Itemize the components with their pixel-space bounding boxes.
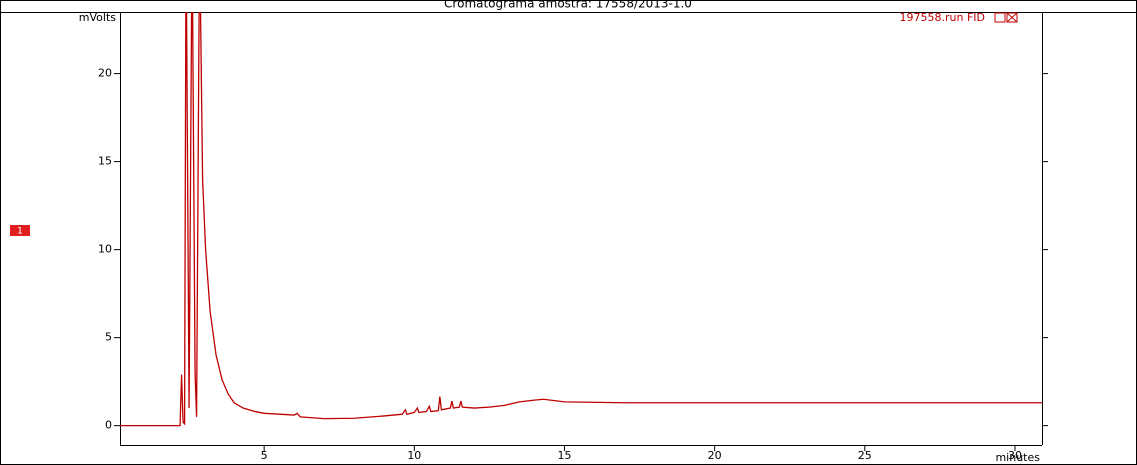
y-tick-label: 15 — [98, 155, 112, 168]
x-axis-label: minutes — [995, 451, 1040, 464]
chromatogram-line — [120, 12, 1042, 427]
y-tick-label: 0 — [105, 419, 112, 432]
x-tick-label: 5 — [261, 449, 268, 462]
y-axis-label: mVolts — [79, 11, 116, 24]
x-tick-label: 30 — [1008, 449, 1022, 462]
x-tick-label: 20 — [708, 449, 722, 462]
x-tick-label: 10 — [407, 449, 421, 462]
marker-label: 1 — [17, 227, 23, 237]
y-tick-label: 10 — [98, 243, 112, 256]
chart-title: Cromatograma amostra: 17558/2013-1.0 — [444, 0, 692, 11]
restore-icon[interactable] — [994, 12, 1006, 23]
y-tick-label: 5 — [105, 331, 112, 344]
x-tick-label: 25 — [858, 449, 872, 462]
x-tick-label: 15 — [557, 449, 571, 462]
plot-area — [120, 12, 1042, 427]
marker-box — [10, 225, 30, 236]
close-icon-line — [1006, 12, 1018, 23]
close-icon[interactable] — [1006, 12, 1018, 23]
y-tick-label: 20 — [98, 67, 112, 80]
legend-label: 197558.run FID — [900, 11, 986, 24]
